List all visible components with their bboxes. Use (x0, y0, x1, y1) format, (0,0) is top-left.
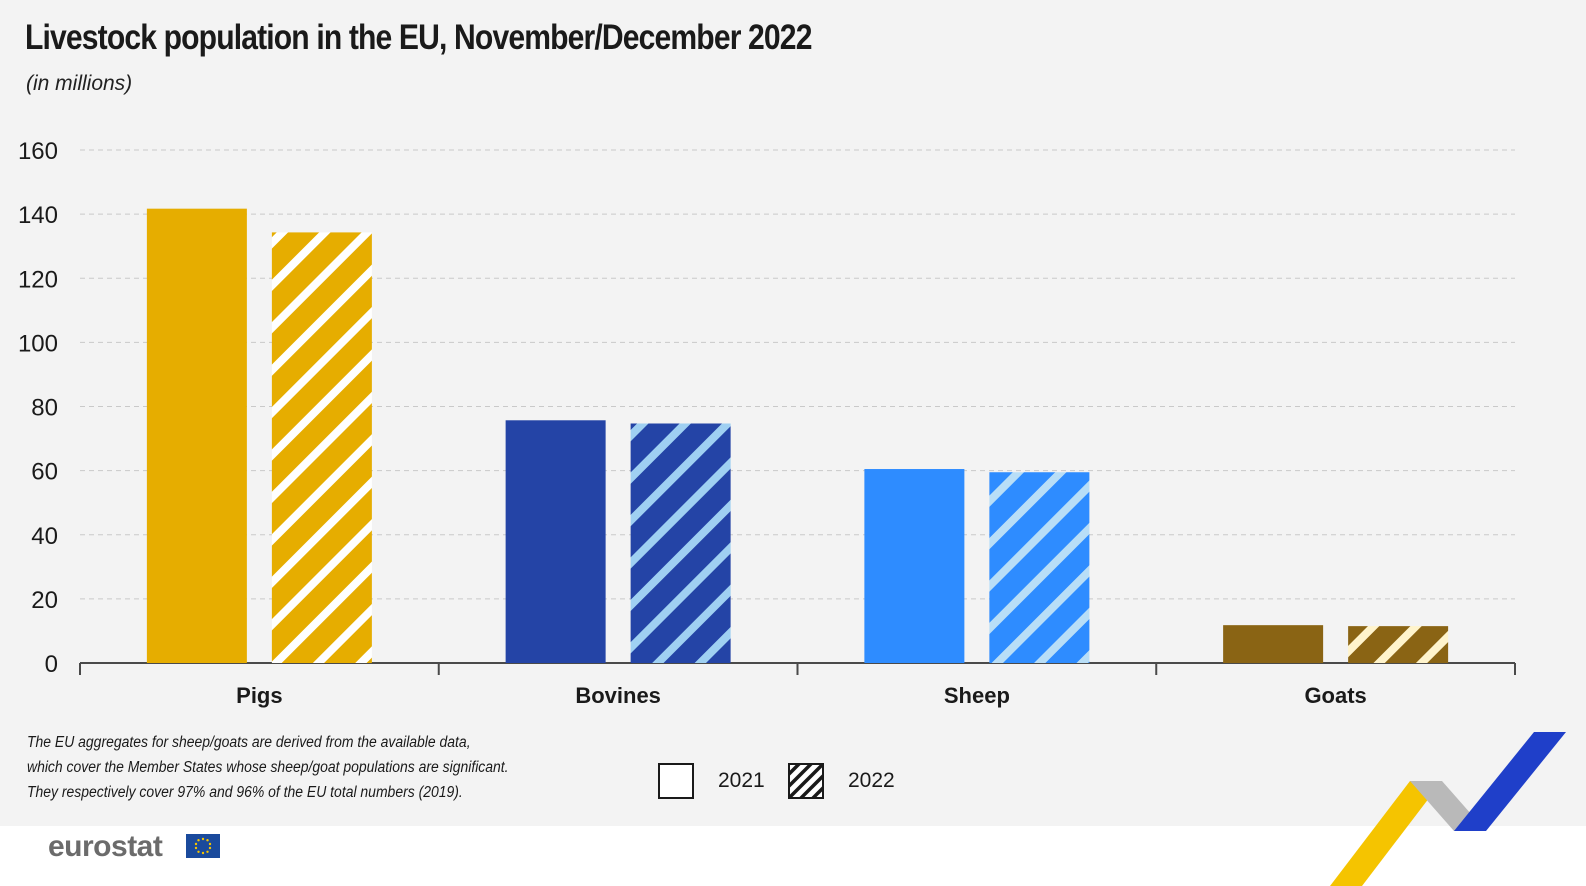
y-tick-label: 140 (18, 202, 58, 229)
footnote: The EU aggregates for sheep/goats are de… (27, 730, 509, 805)
x-tick-label: Bovines (575, 683, 661, 708)
y-tick-label: 120 (18, 266, 58, 293)
bar-bovines-2021 (505, 420, 606, 663)
y-tick-label: 80 (31, 395, 58, 422)
y-tick-label: 100 (18, 330, 58, 357)
bar-bovines-2022 (630, 423, 731, 663)
x-tick-label: Pigs (236, 683, 282, 708)
footnote-line: They respectively cover 97% and 96% of t… (27, 784, 463, 801)
chart-title: Livestock population in the EU, November… (25, 18, 812, 57)
decorative-ribbon-icon (1330, 732, 1566, 886)
y-tick-label: 40 (31, 523, 58, 550)
x-tick-label: Sheep (944, 683, 1010, 708)
legend-label: 2021 (718, 769, 765, 792)
y-tick-label: 0 (45, 651, 58, 678)
eu-flag-icon (186, 834, 220, 858)
logo-text: eurostat (48, 830, 163, 863)
bar-pigs-2022 (271, 232, 372, 663)
legend-swatch-hatched (788, 763, 824, 799)
bar-chart: 0 20 40 60 80 100 120 140 160 Pigs Bovines Sheep Goa… (18, 138, 1516, 708)
y-tick-label: 20 (31, 587, 58, 614)
bar-sheep-2022 (989, 472, 1090, 663)
x-tick-label: Goats (1304, 683, 1366, 708)
chart-panel (0, 0, 1586, 826)
chart-subtitle: (in millions) (26, 72, 133, 95)
bar-pigs-2021 (146, 208, 247, 663)
bar-goats-2022 (1348, 626, 1449, 663)
y-tick-label: 160 (18, 138, 58, 165)
bar-goats-2021 (1223, 625, 1324, 663)
footnote-line: The EU aggregates for sheep/goats are de… (27, 734, 471, 751)
legend-label: 2022 (848, 769, 895, 792)
footnote-line: which cover the Member States whose shee… (27, 759, 509, 776)
legend-swatch-solid (658, 763, 694, 799)
bar-sheep-2021 (864, 469, 965, 663)
y-tick-label: 60 (31, 459, 58, 486)
